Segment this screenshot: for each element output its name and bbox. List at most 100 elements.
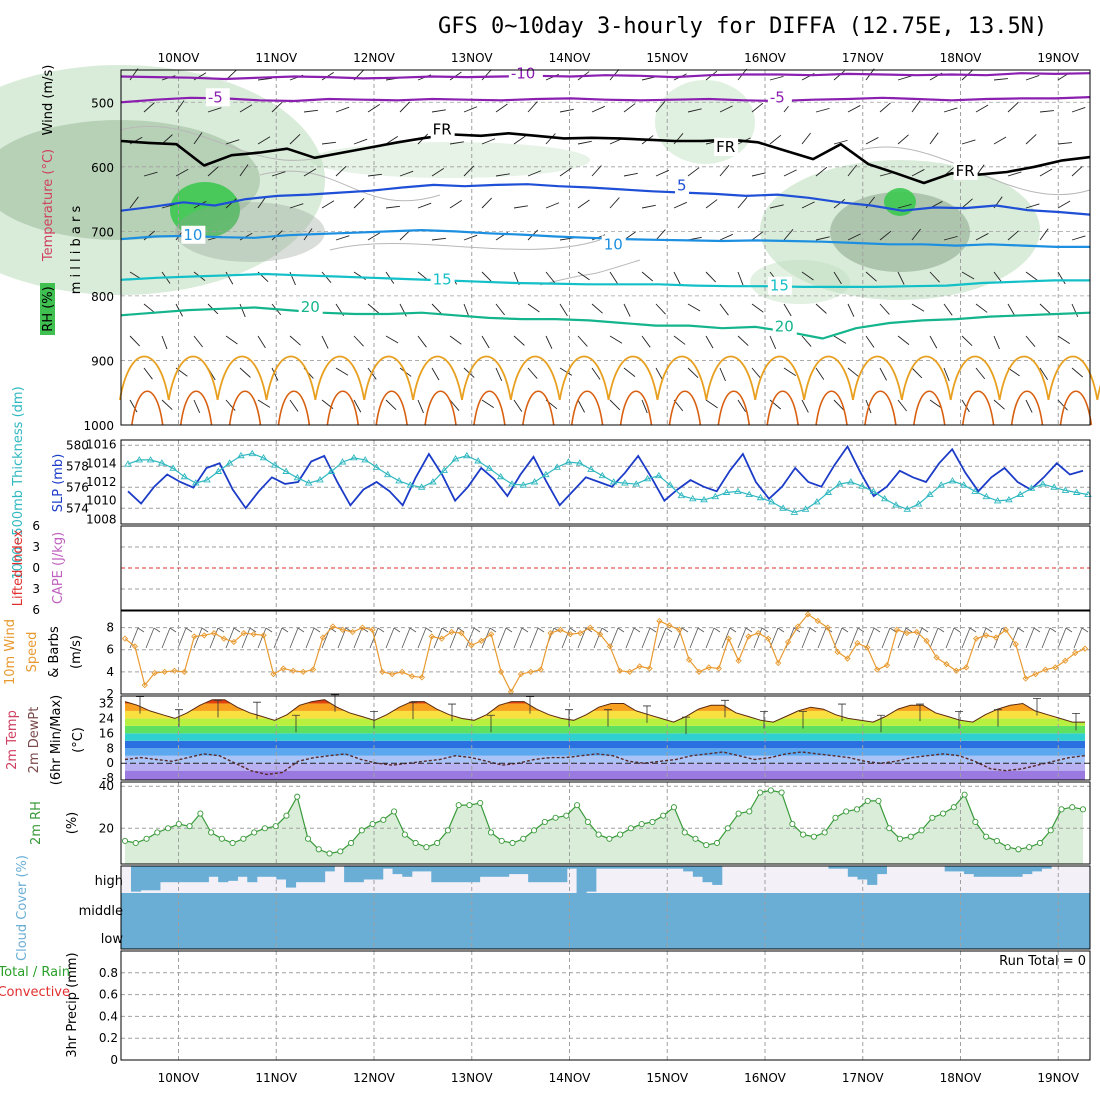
wind-barb bbox=[719, 164, 730, 177]
cloud-high-bar bbox=[160, 866, 171, 883]
cloud-high-bar bbox=[944, 866, 955, 872]
day-label-top: 19NOV bbox=[1037, 51, 1079, 65]
thickness-marker bbox=[350, 453, 358, 461]
cloud-ylabel: Cloud Cover (%) bbox=[15, 855, 30, 961]
thickness-marker bbox=[926, 490, 934, 498]
cloud-high-bar bbox=[315, 866, 326, 883]
thickness-marker bbox=[734, 487, 742, 494]
temp-band bbox=[125, 770, 1085, 780]
cloud-high-bar bbox=[518, 866, 529, 875]
wind-tick: 8 bbox=[106, 621, 114, 635]
wind-speed-marker bbox=[577, 629, 584, 637]
wind-barb bbox=[431, 367, 440, 381]
wind10-barb bbox=[241, 627, 251, 649]
wind10-barb bbox=[721, 627, 731, 649]
rh2m-marker bbox=[724, 825, 731, 832]
wind10-barb-flag bbox=[713, 627, 721, 633]
isotherm-label-bg bbox=[430, 270, 455, 289]
wind-barb bbox=[897, 134, 909, 145]
thickness-marker bbox=[1005, 495, 1013, 503]
wind10-barb bbox=[289, 627, 299, 649]
thickness-marker bbox=[632, 480, 641, 487]
bl-temp-30 bbox=[314, 355, 366, 401]
rh2m-tick: 40 bbox=[99, 779, 114, 793]
precip-tick: 0 bbox=[110, 1053, 118, 1067]
bl-temp-35 bbox=[277, 390, 311, 426]
wind10-barb bbox=[881, 627, 891, 649]
wind10-barb-flag bbox=[777, 627, 785, 633]
wind-speed-marker bbox=[527, 668, 534, 676]
wind-barb bbox=[911, 100, 921, 113]
wind10-barb-flag bbox=[233, 627, 241, 633]
rh-shade-4 bbox=[760, 160, 1040, 300]
rh2m-marker bbox=[240, 835, 247, 842]
wind-barb bbox=[769, 134, 782, 145]
wind-barb bbox=[257, 136, 271, 145]
wind-barb bbox=[129, 196, 139, 209]
thickness-marker bbox=[417, 483, 426, 490]
wind10-barb bbox=[705, 627, 715, 649]
rh2m-marker bbox=[907, 833, 914, 840]
wind-barb bbox=[815, 367, 825, 380]
panel-frame-2m-rh bbox=[120, 781, 1091, 865]
isotherm-label-bg bbox=[508, 64, 543, 83]
wind-speed-marker bbox=[141, 682, 148, 689]
pressure-tick: 900 bbox=[91, 354, 114, 368]
wind-barb bbox=[1039, 168, 1053, 177]
wind-speed-marker bbox=[181, 668, 188, 676]
cloud-high-bar bbox=[634, 866, 645, 869]
wind-speed-marker bbox=[418, 674, 426, 681]
cloud-high-bar bbox=[392, 866, 403, 875]
rh2m-marker bbox=[843, 808, 850, 815]
day-label-bottom: 18NOV bbox=[940, 1071, 982, 1085]
wind10-barb bbox=[625, 627, 635, 649]
wind-barb bbox=[353, 197, 365, 209]
wind-barb bbox=[143, 303, 156, 314]
temp-tick: 8 bbox=[106, 741, 114, 755]
wind-barb bbox=[527, 367, 538, 379]
wind-speed-marker bbox=[280, 665, 287, 672]
wind10-barb bbox=[897, 627, 907, 649]
bl-temp-30 bbox=[656, 355, 708, 401]
temp-minmax-bar bbox=[448, 703, 456, 722]
wind-barb bbox=[193, 132, 203, 145]
wind10-barb bbox=[833, 627, 843, 649]
wind-barb bbox=[257, 399, 271, 408]
wind-barb bbox=[449, 141, 464, 145]
bl-temp-35 bbox=[522, 390, 555, 426]
wind-barb bbox=[1025, 75, 1040, 81]
precip-ylabel: 3hr Precip (mm) bbox=[65, 952, 80, 1057]
thickness-marker bbox=[959, 481, 968, 488]
wind10-barb bbox=[401, 627, 411, 649]
wind-tick: 6 bbox=[106, 643, 114, 657]
wind-barb bbox=[769, 75, 784, 81]
rh2m-marker bbox=[337, 848, 344, 855]
thickness-marker bbox=[575, 459, 584, 466]
wind-barb bbox=[559, 367, 573, 376]
wind-speed-marker bbox=[1022, 675, 1029, 682]
temp-band bbox=[125, 710, 1085, 719]
wind-speed-marker bbox=[210, 629, 218, 637]
precip-tick: 0.4 bbox=[99, 1009, 118, 1023]
wind-barb bbox=[673, 271, 681, 285]
temp-tick: 0 bbox=[106, 756, 114, 770]
wind-barb bbox=[289, 399, 299, 412]
bl-temp-30 bbox=[412, 355, 463, 401]
thickness-tick: 580 bbox=[66, 438, 89, 452]
temp-minmax-bar bbox=[370, 711, 378, 729]
wind-ylabel: Wind (m/s) bbox=[41, 65, 56, 136]
wind-barb bbox=[833, 198, 846, 209]
wind-speed-marker bbox=[626, 668, 633, 676]
temp-band bbox=[125, 703, 1085, 711]
wind-barb bbox=[527, 303, 540, 313]
rh2m-marker bbox=[853, 806, 861, 813]
wind-barb bbox=[449, 335, 462, 345]
wind-speed-marker bbox=[300, 668, 307, 676]
wind-barb bbox=[545, 271, 556, 284]
wind-barb bbox=[609, 399, 621, 411]
rh2m-marker bbox=[832, 814, 839, 821]
wind-barb bbox=[815, 166, 828, 177]
wind-barb bbox=[385, 399, 397, 411]
pressure-tick: 800 bbox=[91, 290, 114, 304]
pressure-tick: 700 bbox=[91, 225, 114, 239]
